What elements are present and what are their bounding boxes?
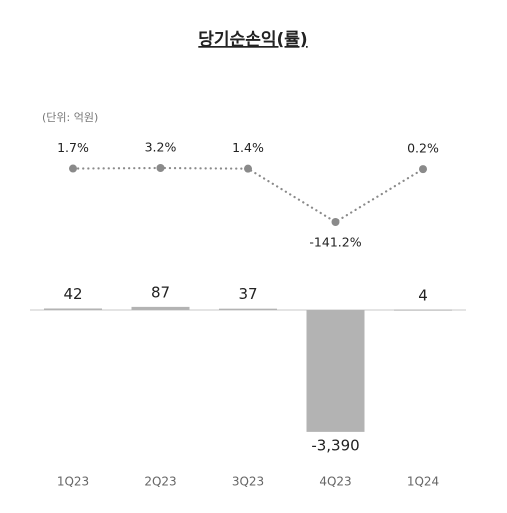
value-label: 3.2% — [145, 140, 177, 155]
bar — [394, 309, 452, 311]
line-point — [69, 164, 77, 173]
x-tick-label: 4Q23 — [319, 475, 351, 489]
value-label: 0.2% — [407, 141, 439, 156]
x-tick-label: 3Q23 — [232, 475, 264, 489]
bar — [44, 308, 102, 310]
line — [71, 166, 425, 224]
line-point — [156, 164, 165, 172]
chart-title: 당기순손익(률) — [198, 30, 307, 50]
line-point — [244, 164, 252, 173]
line-point — [331, 218, 340, 226]
bar — [306, 310, 365, 432]
value-label: -141.2% — [309, 235, 361, 250]
value-label: -3,390 — [311, 436, 359, 454]
value-label: 87 — [151, 283, 170, 301]
value-label: 4 — [418, 286, 428, 304]
unit-note: (단위: 억원) — [42, 111, 98, 124]
value-label: 42 — [63, 285, 82, 303]
value-label: 37 — [238, 285, 257, 303]
bar — [219, 308, 277, 310]
x-tick-label: 1Q24 — [407, 475, 439, 489]
value-label: 1.4% — [232, 140, 264, 155]
bar — [131, 306, 190, 310]
value-label: 1.7% — [57, 140, 89, 155]
x-tick-label: 1Q23 — [57, 475, 89, 489]
x-tick-label: 2Q23 — [144, 475, 176, 489]
line-point — [419, 165, 427, 174]
